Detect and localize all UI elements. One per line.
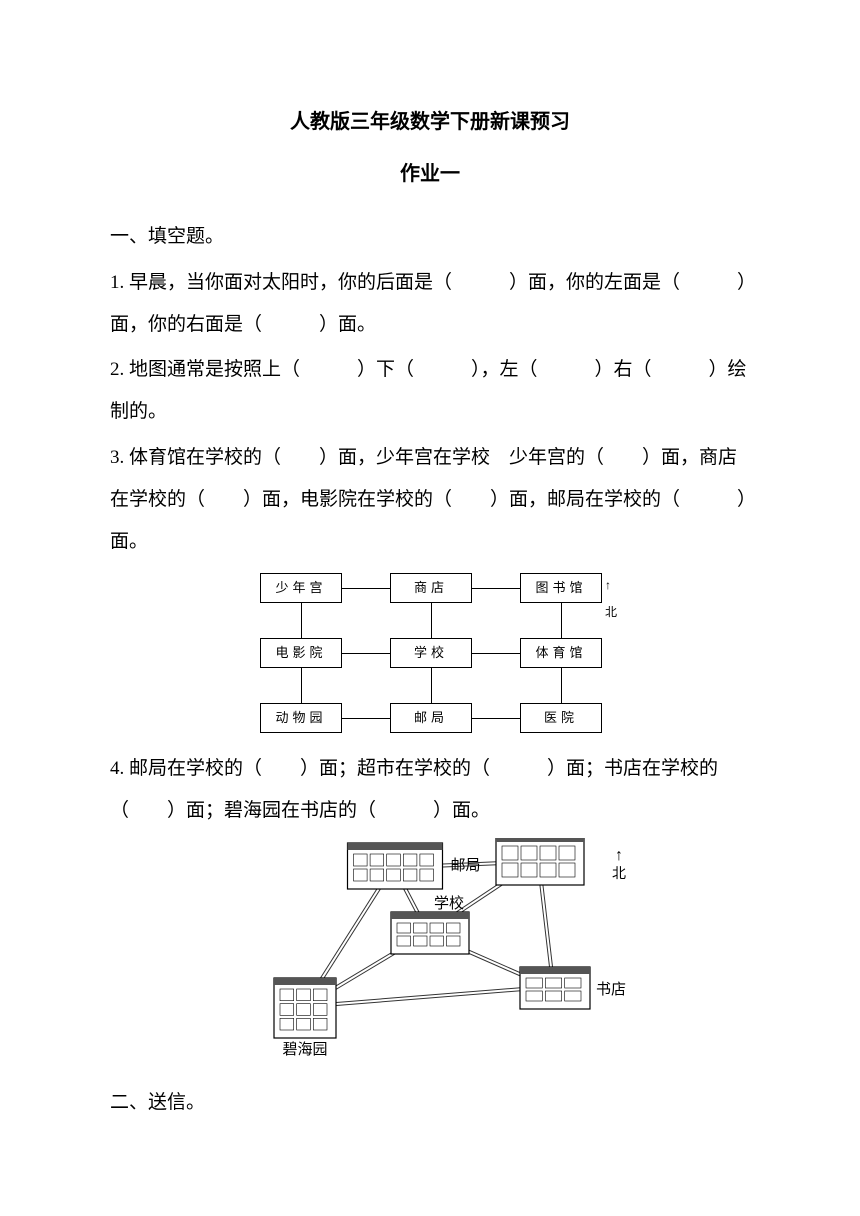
grid-cell: 电影院 [260, 638, 342, 668]
page-subtitle: 作业一 [110, 152, 750, 196]
map-building [348, 843, 443, 889]
section-1-heading: 一、填空题。 [110, 216, 750, 258]
section-2-heading: 二、送信。 [110, 1082, 750, 1124]
map-building [391, 912, 469, 954]
question-1: 1. 早晨，当你面对太阳时，你的后面是（ ）面，你的左面是（ ）面，你的右面是（… [110, 262, 750, 346]
svg-text:碧海园: 碧海园 [282, 1041, 327, 1058]
grid-cell: 体育馆 [520, 638, 602, 668]
svg-text:学校: 学校 [434, 895, 464, 912]
grid-cell: 邮局 [390, 703, 472, 733]
svg-text:书店: 书店 [596, 981, 626, 998]
map-building [520, 967, 590, 1009]
map-building [496, 838, 584, 885]
grid-diagram: 少年宫 商店 图书馆电影院 学校 体育馆动物园 邮局 医院 ↑北 [110, 568, 750, 738]
question-2: 2. 地图通常是按照上（ ）下（ ），左（ ）右（ ）绘制的。 [110, 349, 750, 433]
map-building [274, 978, 336, 1038]
svg-text:↑: ↑ [615, 847, 623, 864]
page-title: 人教版三年级数学下册新课预习 [110, 100, 750, 144]
svg-text:邮局: 邮局 [451, 857, 481, 874]
svg-text:北: 北 [612, 866, 626, 882]
grid-cell: 少年宫 [260, 573, 342, 603]
north-marker: ↑北 [605, 572, 620, 625]
grid-cell: 医院 [520, 703, 602, 733]
grid-cell: 图书馆 [520, 573, 602, 603]
map-diagram: ↑北邮局超市学校书店碧海园 [110, 838, 750, 1068]
question-3: 3. 体育馆在学校的（ ）面，少年宫在学校 少年宫的（ ）面，商店在学校的（ ）… [110, 437, 750, 562]
grid-cell: 学校 [390, 638, 472, 668]
grid-cell: 商店 [390, 573, 472, 603]
grid-cell: 动物园 [260, 703, 342, 733]
question-4: 4. 邮局在学校的（ ）面；超市在学校的（ ）面；书店在学校的（ ）面；碧海园在… [110, 748, 750, 832]
